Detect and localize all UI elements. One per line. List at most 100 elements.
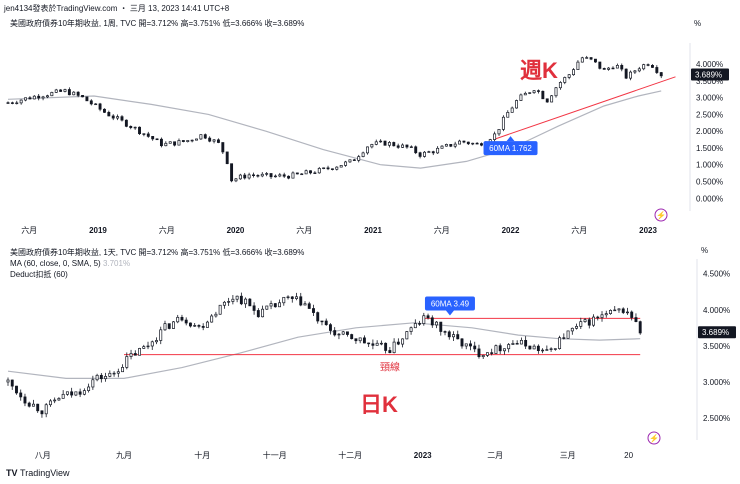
candle-down xyxy=(28,97,32,100)
candle-up xyxy=(554,87,558,97)
candle-up xyxy=(142,346,146,349)
candle-up xyxy=(121,367,125,373)
candle-up xyxy=(361,152,365,157)
candle-up xyxy=(57,398,61,401)
candle-down xyxy=(456,334,460,340)
ma-label-tag: 60MA 3.49 xyxy=(431,299,470,308)
y-tick-label: 1.000% xyxy=(696,161,723,170)
ma-label-tag-bg xyxy=(424,296,475,311)
candle-down xyxy=(59,89,63,92)
candle-up xyxy=(486,352,489,356)
candle-down xyxy=(167,323,171,329)
candle-up xyxy=(150,341,154,347)
candle-up xyxy=(502,348,506,352)
candle-down xyxy=(634,317,638,322)
y-tick-label: 2.000% xyxy=(696,127,723,136)
candle-down xyxy=(418,323,422,325)
candle-up xyxy=(234,178,238,182)
candle-up xyxy=(506,112,510,118)
candle-up xyxy=(545,349,549,351)
candle-down xyxy=(312,308,315,313)
candle-up xyxy=(176,316,180,323)
candle-down xyxy=(405,144,409,148)
candle-down xyxy=(203,134,207,139)
candle-down xyxy=(320,320,324,323)
daily-chart-panel[interactable]: 美國政府債券10年期收益, 1天, TVC 開=3.712% 高=3.751% … xyxy=(0,240,740,462)
candle-down xyxy=(155,138,159,141)
ma-label-tag-pointer xyxy=(445,310,454,316)
weekly-annotation: 週K xyxy=(520,58,558,83)
candle-down xyxy=(287,175,291,179)
candle-up xyxy=(104,376,108,380)
candle-up xyxy=(339,165,343,168)
candle-up xyxy=(260,173,264,177)
candle-up xyxy=(244,298,248,305)
candle-down xyxy=(282,174,286,177)
candle-down xyxy=(138,126,141,135)
x-tick-label: 六月 xyxy=(434,225,450,235)
daily-chart-svg[interactable]: 4.500% 4.000% 3.500% 3.000% 2.500%% 八月 九月 十月 十一月… xyxy=(0,240,740,462)
candle-up xyxy=(177,140,181,146)
candle-down xyxy=(528,345,532,350)
candle-up xyxy=(572,69,575,76)
candle-down xyxy=(524,339,528,347)
candle-down xyxy=(76,91,80,96)
candle-down xyxy=(460,338,464,347)
candle-up xyxy=(422,315,426,324)
candle-up xyxy=(218,304,222,315)
candle-down xyxy=(330,168,334,170)
candle-up xyxy=(409,146,413,148)
candle-down xyxy=(651,65,654,68)
candle-up xyxy=(510,107,514,113)
weekly-chart-svg[interactable]: 4.000% 3.500% 3.000% 2.500% 2.000% 1.500% 1.00… xyxy=(0,0,740,240)
price-tag-bg xyxy=(698,326,736,339)
candle-up xyxy=(515,100,518,109)
candle-up xyxy=(401,338,405,345)
candle-up xyxy=(41,96,45,99)
candle-down xyxy=(120,116,124,121)
candle-up xyxy=(273,175,277,178)
candle-down xyxy=(107,112,111,117)
tradingview-footer[interactable]: TV TradingView xyxy=(6,468,70,478)
candle-down xyxy=(655,67,659,73)
candle-down xyxy=(243,174,247,179)
candle-up xyxy=(600,314,604,318)
candle-up xyxy=(24,97,27,101)
candle-down xyxy=(536,345,540,352)
candle-up xyxy=(374,141,378,145)
x-tick-label: 八月 xyxy=(35,451,51,460)
weekly-chart-panel[interactable]: 美國政府債券10年期收益, 1周, TVC 開=3.712% 高=3.751% … xyxy=(0,0,740,240)
candle-down xyxy=(309,170,312,174)
candle-down xyxy=(316,312,320,322)
candle-down xyxy=(371,343,375,346)
candle-up xyxy=(550,95,554,103)
candle-up xyxy=(138,348,141,356)
candle-up xyxy=(205,321,209,328)
candle-down xyxy=(19,392,23,398)
candle-down xyxy=(477,348,481,358)
candle-down xyxy=(396,145,400,148)
price-tag: 3.689% xyxy=(702,328,729,337)
candle-up xyxy=(195,138,198,141)
candle-up xyxy=(405,331,409,340)
candle-up xyxy=(313,172,317,175)
candle-up xyxy=(72,91,76,96)
candle-up xyxy=(269,303,273,307)
candle-up xyxy=(295,296,298,299)
candle-down xyxy=(256,175,260,177)
candle-down xyxy=(129,125,133,128)
candle-up xyxy=(91,379,95,388)
y-tick-label: 2.500% xyxy=(696,110,723,119)
candle-down xyxy=(638,321,642,334)
tradingview-logo-icon: TV xyxy=(6,468,18,478)
candle-down xyxy=(78,391,82,395)
candle-up xyxy=(94,103,98,106)
candle-up xyxy=(129,353,133,357)
candle-up xyxy=(576,61,580,70)
candle-up xyxy=(32,403,35,407)
candle-up xyxy=(523,92,527,96)
candle-down xyxy=(151,136,155,140)
candle-down xyxy=(354,338,358,342)
candle-up xyxy=(532,345,536,350)
candle-down xyxy=(252,174,255,176)
